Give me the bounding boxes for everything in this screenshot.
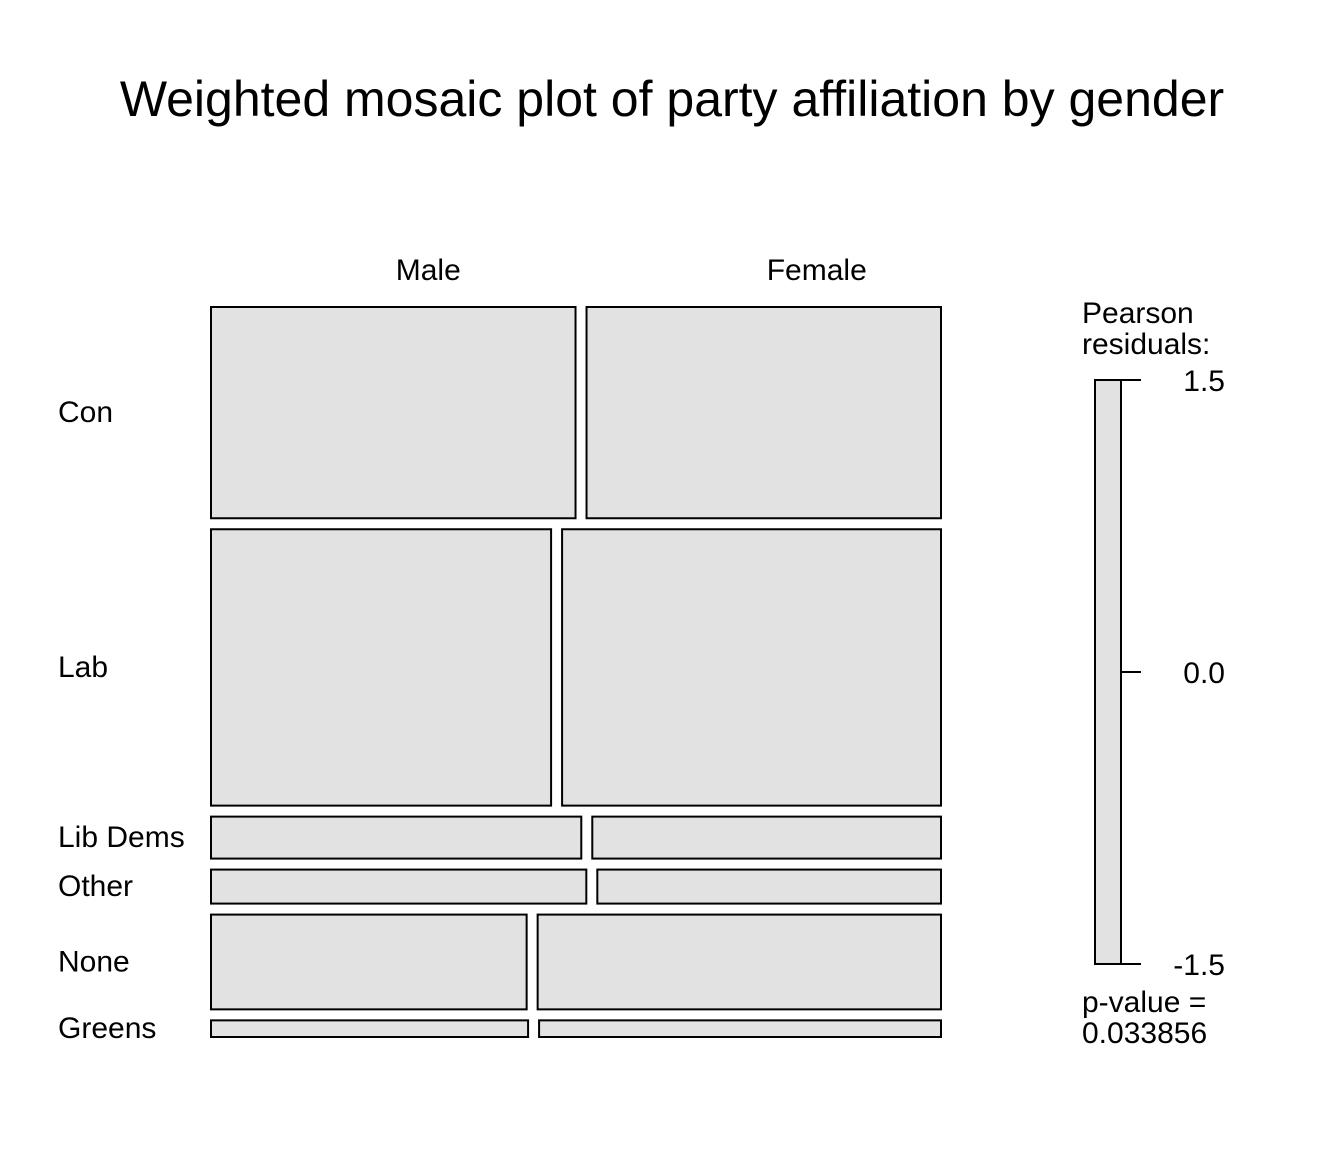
legend-ticks: 1.5 0.0 -1.5 [1121, 365, 1225, 982]
row-label: Lab [58, 651, 108, 684]
legend-tick-label: 1.5 [1183, 365, 1225, 398]
legend-color-bar [1094, 379, 1122, 965]
legend-title-line1: Pearson [1082, 297, 1194, 330]
tile-greens-male [210, 1019, 530, 1038]
tile-none-female [536, 913, 942, 1011]
tile-greens-female [538, 1019, 942, 1038]
chart-title: Weighted mosaic plot of party affiliatio… [120, 71, 1224, 127]
p-value: 0.033856 [1082, 1017, 1207, 1050]
tile-con-female [585, 306, 943, 520]
tile-lib-dems-female [591, 815, 942, 860]
row-label: Lib Dems [58, 821, 185, 854]
row-label: None [58, 945, 130, 978]
tile-none-male [210, 913, 528, 1011]
tile-other-male [210, 868, 588, 905]
row-label: Con [58, 396, 113, 429]
row-label: Other [58, 870, 133, 903]
legend-title-line2: residuals: [1082, 328, 1210, 361]
column-label: Female [767, 254, 867, 287]
column-labels: Male Female [396, 254, 867, 287]
p-value-label: p-value = [1082, 986, 1206, 1019]
legend-tick-label: 0.0 [1183, 657, 1225, 690]
tile-lab-female [561, 528, 942, 807]
tile-con-male [210, 306, 577, 520]
tile-other-female [596, 868, 942, 905]
row-labels: Con Lab Lib Dems Other None Greens [58, 396, 185, 1045]
row-label: Greens [58, 1012, 156, 1045]
mosaic-tiles [210, 306, 943, 1038]
tile-lib-dems-male [210, 815, 583, 860]
residual-legend: Pearson residuals: 1.50.0-1.5 p-value = … [1082, 297, 1225, 1050]
legend-tick-label: -1.5 [1173, 949, 1225, 982]
column-label: Male [396, 254, 461, 287]
tile-lab-male [210, 528, 553, 807]
